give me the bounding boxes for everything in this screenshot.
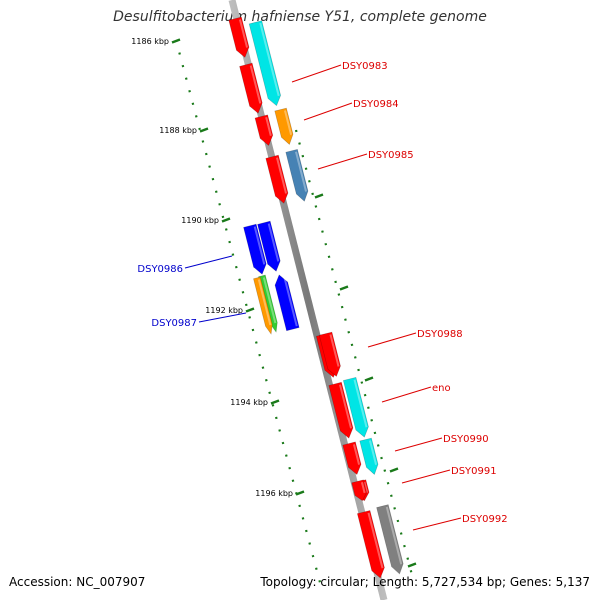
label-layer: DSY0983 DSY0984 DSY0985 DSY0986 DSY0987 DSY09… — [137, 61, 508, 531]
gene-label[interactable]: DSY0990 — [443, 434, 489, 445]
cds-arrow[interactable] — [328, 381, 355, 439]
gene-label[interactable]: DSY0983 — [342, 61, 388, 72]
gene-arrow[interactable] — [274, 107, 295, 146]
gene-label[interactable]: DSY0988 — [417, 329, 463, 340]
leader-line — [401, 469, 451, 484]
gene-label[interactable]: eno — [432, 383, 451, 394]
cds-arrow[interactable] — [356, 510, 386, 579]
track-tick — [389, 467, 399, 473]
track-tick — [364, 376, 374, 382]
gene-arrow-extra[interactable] — [257, 220, 283, 273]
topology-text: Topology: circular; Length: 5,727,534 bp… — [260, 575, 590, 589]
gene-label[interactable]: DSY0992 — [462, 514, 508, 525]
gene-arrow[interactable] — [376, 504, 406, 576]
tick-layer: 1186 kbp 1188 kbp 1190 kbp 1192 kbp 1194 kbp… — [131, 37, 417, 591]
gene-arrow[interactable] — [359, 437, 380, 476]
kbp-tick — [295, 490, 305, 496]
leader-line — [303, 102, 353, 121]
left-tick-track — [174, 39, 324, 591]
kbp-tick — [221, 217, 231, 223]
kbp-label: 1194 kbp — [230, 398, 268, 407]
gene-arrow[interactable] — [342, 376, 370, 438]
kbp-tick — [270, 399, 280, 405]
leader-line — [381, 386, 432, 403]
cds-arrow[interactable] — [265, 154, 290, 205]
gene-arrow[interactable] — [318, 331, 342, 378]
gene-arrow[interactable] — [248, 20, 283, 108]
gene-arrow-extra[interactable] — [253, 276, 274, 335]
gene-label[interactable]: DSY0991 — [451, 466, 497, 477]
leader-line — [367, 332, 417, 348]
track-tick — [314, 193, 324, 199]
leader-line — [198, 312, 247, 323]
kbp-label: 1190 kbp — [181, 216, 219, 225]
kbp-label: 1188 kbp — [159, 126, 197, 135]
right-tick-track — [294, 129, 414, 576]
track-tick — [407, 562, 417, 568]
feature-layer — [228, 16, 406, 579]
kbp-label: 1196 kbp — [255, 489, 293, 498]
accession-text: Accession: NC_007907 — [9, 575, 146, 589]
kbp-label: 1192 kbp — [205, 306, 243, 315]
track-tick — [339, 285, 349, 291]
gene-label[interactable]: DSY0986 — [137, 264, 183, 275]
leader-line — [184, 255, 233, 269]
kbp-tick — [199, 127, 209, 133]
leader-line — [317, 153, 368, 170]
cds-arrow[interactable] — [254, 114, 275, 147]
gene-arrow-extra[interactable] — [273, 273, 300, 332]
kbp-tick — [171, 38, 181, 44]
map-title: Desulfitobacterium hafniense Y51, comple… — [113, 9, 487, 25]
gene-label[interactable]: DSY0985 — [368, 150, 414, 161]
cds-arrow[interactable] — [228, 16, 251, 59]
leader-line — [412, 517, 462, 531]
cds-arrow[interactable] — [239, 62, 265, 115]
gene-label[interactable]: DSY0987 — [151, 318, 197, 329]
gene-arrow[interactable] — [351, 479, 369, 502]
gene-label[interactable]: DSY0984 — [353, 99, 399, 110]
kbp-label: 1186 kbp — [131, 37, 169, 46]
leader-line — [291, 64, 342, 83]
kbp-tick — [245, 307, 255, 313]
leader-line — [394, 437, 443, 452]
cds-arrow[interactable] — [342, 441, 363, 476]
gene-arrow[interactable] — [285, 148, 310, 202]
gene-arrow[interactable] — [243, 223, 269, 276]
